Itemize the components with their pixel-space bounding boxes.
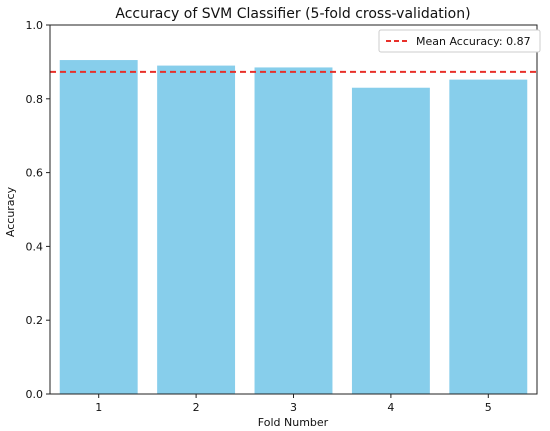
y-tick-label: 0.2 — [26, 314, 44, 327]
legend: Mean Accuracy: 0.87 — [378, 29, 541, 53]
y-tick-label: 0.4 — [26, 240, 44, 253]
bar-fold-3 — [254, 67, 333, 394]
legend-frame — [378, 29, 541, 53]
x-axis-label: Fold Number — [258, 416, 329, 429]
y-tick-label: 0.8 — [26, 93, 44, 106]
x-tick-label: 1 — [95, 401, 102, 414]
bar-fold-2 — [157, 65, 236, 394]
y-axis-label: Accuracy — [4, 186, 17, 237]
x-tick-label: 2 — [193, 401, 200, 414]
y-tick-label: 0.6 — [26, 167, 44, 180]
chart-title: Accuracy of SVM Classifier (5-fold cross… — [115, 6, 470, 22]
x-tick-label: 4 — [387, 401, 394, 414]
legend-mean-label: Mean Accuracy: 0.87 — [416, 35, 531, 48]
x-tick-label: 3 — [290, 401, 297, 414]
x-tick-label: 5 — [485, 401, 492, 414]
bar-fold-4 — [351, 87, 430, 394]
bar-fold-1 — [59, 60, 138, 395]
plot-area: 0.0 0.2 0.4 0.6 0.8 1.0 1 2 3 4 5 — [26, 19, 538, 414]
bar-fold-5 — [449, 79, 528, 394]
y-tick-label: 0.0 — [26, 388, 44, 401]
y-tick-label: 1.0 — [26, 19, 44, 32]
